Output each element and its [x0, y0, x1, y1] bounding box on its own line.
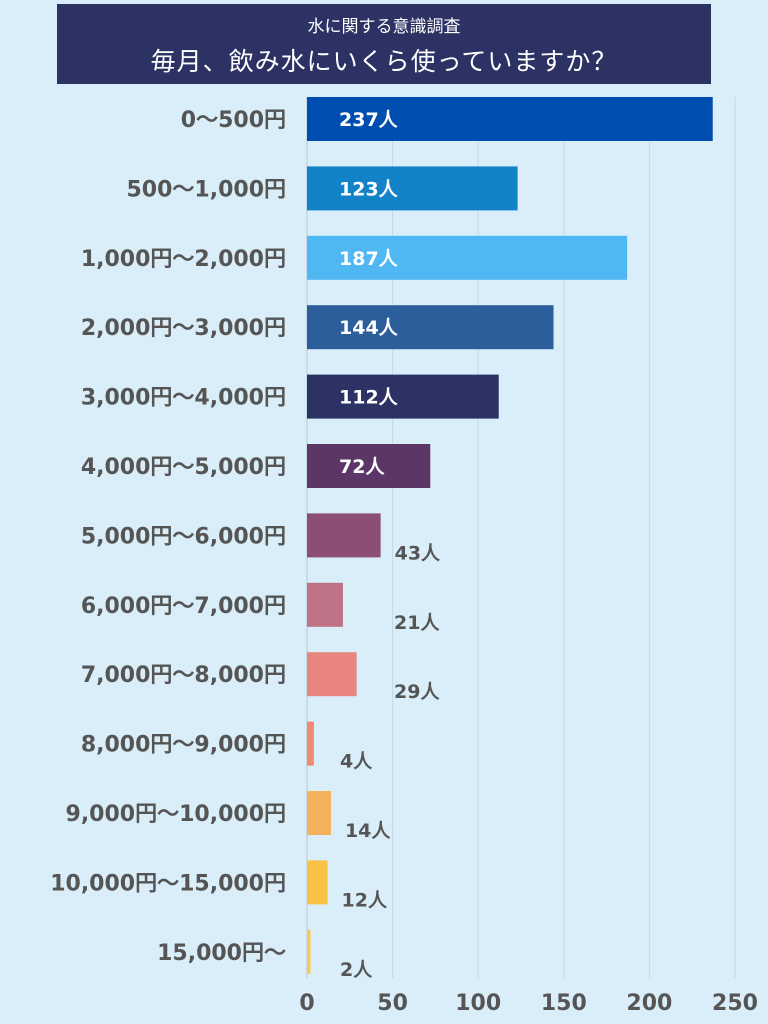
bar [307, 721, 314, 766]
bar [307, 166, 518, 211]
x-tick-label: 100 [455, 991, 501, 1016]
x-tick-label: 150 [541, 991, 587, 1016]
value-label: 72人 [339, 456, 385, 478]
bar [307, 652, 357, 697]
category-label: 7,000円～8,000円 [81, 663, 286, 688]
chart-title: 毎月、飲み水にいくら使っていますか？ [150, 47, 618, 76]
value-label: 2人 [340, 959, 373, 981]
bar [307, 444, 431, 488]
x-tick-label: 250 [712, 991, 758, 1016]
value-label: 144人 [339, 317, 399, 339]
category-label: 4,000円～5,000円 [81, 455, 286, 480]
bar [307, 513, 381, 558]
bar [307, 305, 554, 350]
chart-header: 水に関する意識調査 毎月、飲み水にいくら使っていますか？ [57, 4, 711, 84]
value-label: 187人 [339, 248, 399, 270]
bar [307, 97, 713, 141]
category-label: 10,000円～15,000円 [50, 871, 286, 896]
bar [307, 582, 343, 627]
category-label: 3,000円～4,000円 [81, 386, 286, 411]
category-label: 15,000円～ [157, 941, 286, 966]
x-tick-label: 200 [626, 991, 672, 1016]
value-label: 123人 [339, 178, 399, 200]
x-tick-label: 0 [299, 991, 314, 1016]
bar [307, 235, 628, 280]
value-label: 4人 [340, 751, 373, 773]
value-label: 112人 [339, 387, 399, 409]
bar [307, 860, 328, 905]
bar [307, 374, 499, 419]
value-label: 12人 [342, 889, 388, 911]
category-label: 1,000円～2,000円 [81, 247, 286, 272]
category-label: 5,000円～6,000円 [81, 524, 286, 549]
category-label: 0～500円 [181, 108, 286, 133]
x-tick-label: 50 [377, 991, 408, 1016]
chart-subtitle: 水に関する意識調査 [307, 17, 461, 37]
category-label: 9,000円～10,000円 [66, 802, 286, 827]
category-label: 6,000円～7,000円 [81, 594, 286, 619]
value-label: 43人 [395, 542, 441, 564]
bar [307, 791, 331, 835]
value-label: 21人 [394, 612, 440, 634]
value-label: 14人 [345, 820, 391, 842]
bar [307, 929, 311, 974]
category-label: 500～1,000円 [126, 177, 286, 202]
category-label: 8,000円～9,000円 [81, 733, 286, 758]
category-label: 2,000円～3,000円 [81, 316, 286, 341]
value-label: 237人 [339, 109, 399, 131]
value-label: 29人 [394, 681, 440, 703]
